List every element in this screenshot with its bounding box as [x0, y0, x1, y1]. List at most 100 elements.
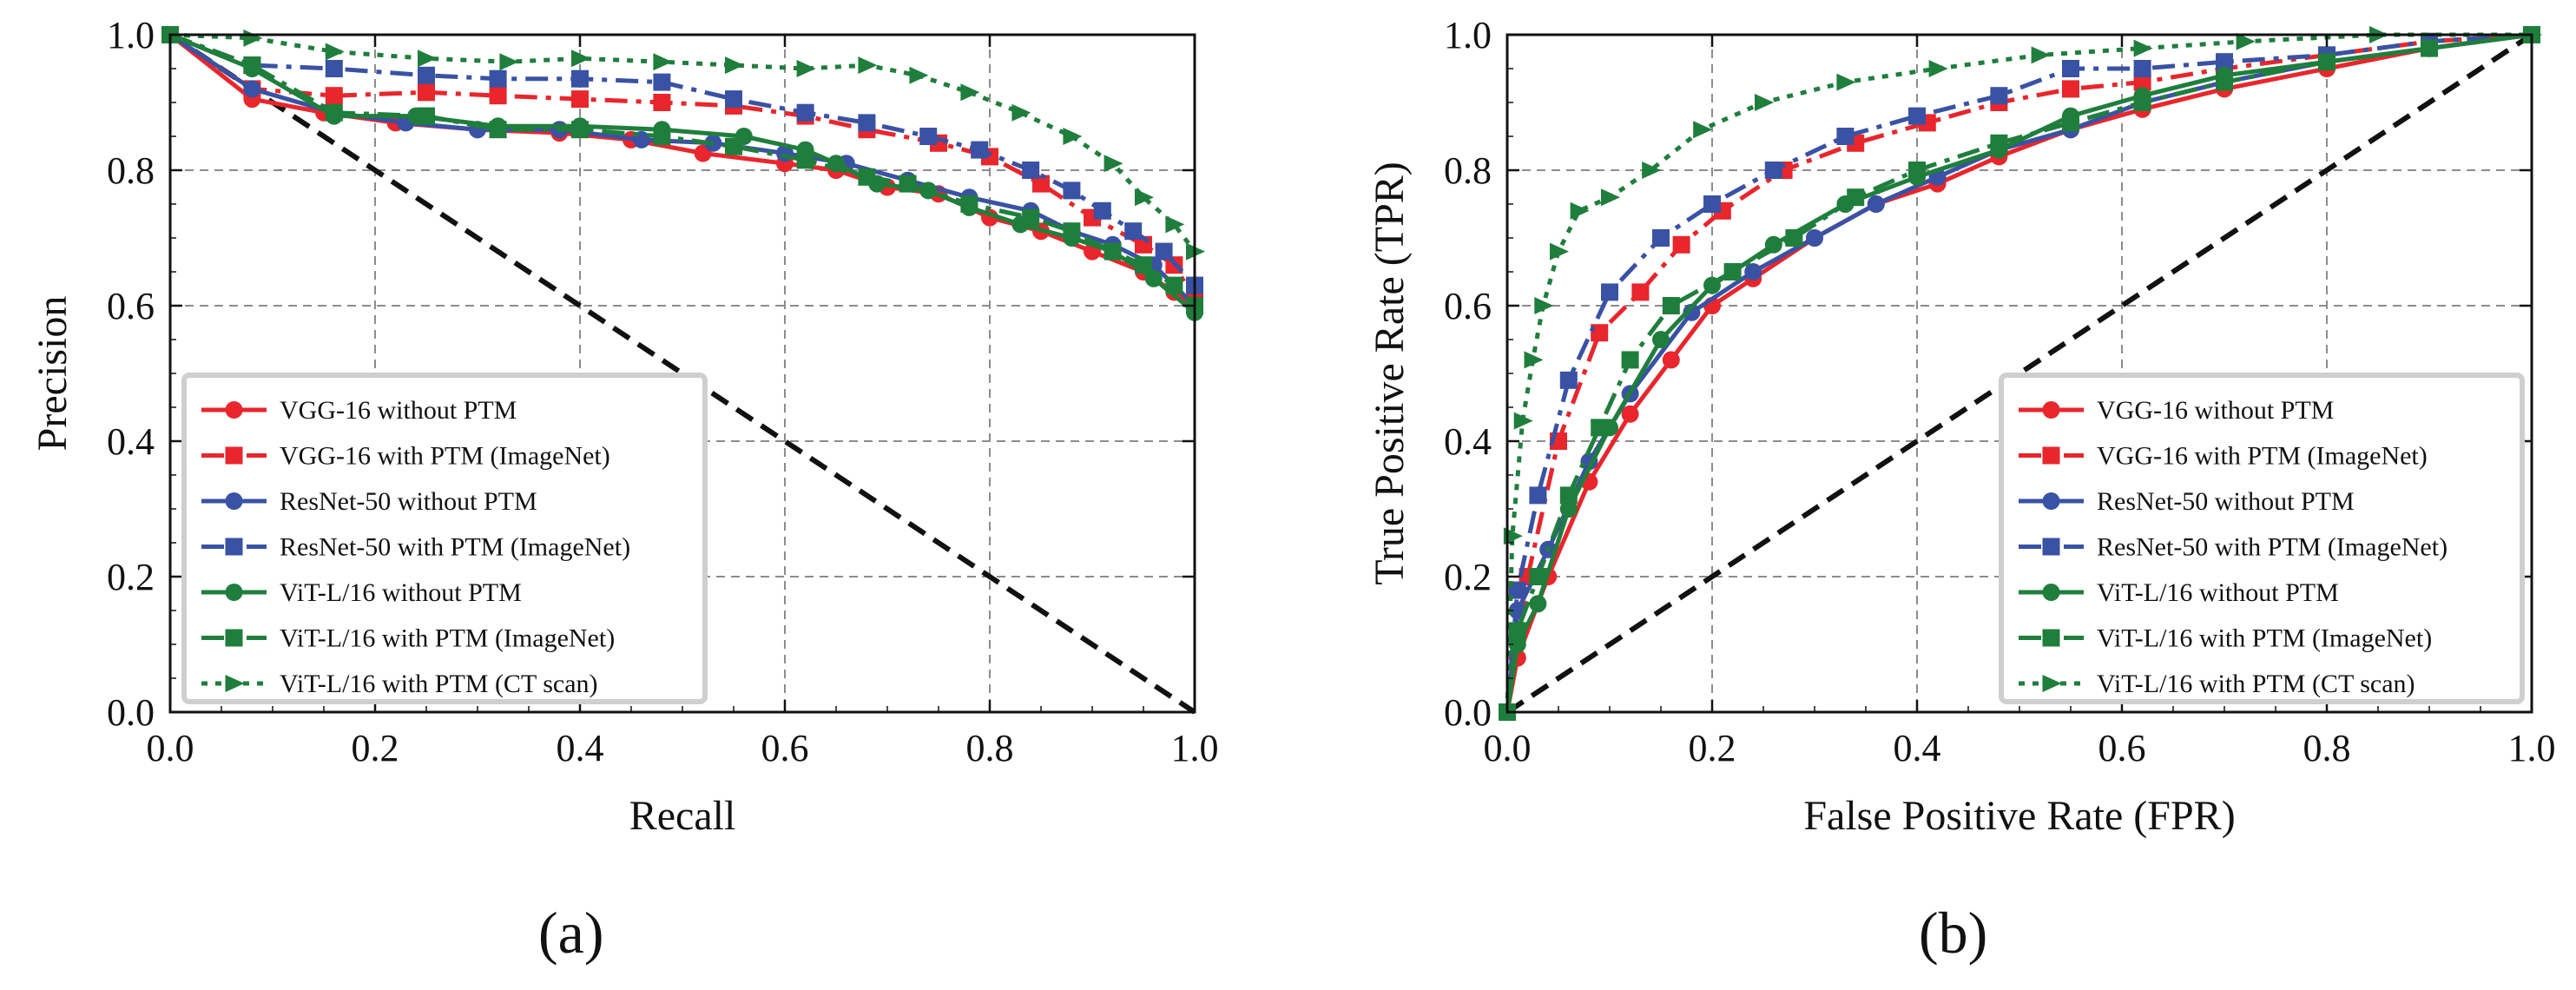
- series-6-point: [1063, 128, 1083, 145]
- series-3-point: [1990, 87, 2008, 105]
- series-5-point: [858, 168, 876, 186]
- series-5-point: [243, 56, 261, 75]
- legend-label-5: ViT-L/16 with PTM (ImageNet): [280, 624, 615, 653]
- series-5-point: [1135, 256, 1152, 274]
- panel-a-chart: 0.0 0.2 0.4 0.6 0.8 1.0 0.0 0.2 0.4 0.6 0.8 1.0 Reca…: [30, 14, 1219, 839]
- y-tick-label: 1.0: [1444, 14, 1492, 56]
- series-3-point: [725, 90, 742, 109]
- series-2-point: [1744, 263, 1762, 280]
- series-6-point: [960, 83, 980, 102]
- series-3-point: [858, 114, 876, 132]
- legend-label-3: ResNet-50 with PTM (ImageNet): [2097, 533, 2448, 562]
- series-6-point: [1011, 103, 1031, 122]
- series-5-point: [1559, 486, 1578, 505]
- legend-box: [1999, 373, 2525, 704]
- series-5-point: [2421, 39, 2438, 57]
- series-3-point: [1022, 162, 1040, 179]
- series-5-point: [1529, 568, 1547, 585]
- y-tick-label: 0.2: [1444, 556, 1492, 598]
- series-5-point: [1990, 134, 2008, 152]
- series-6-point: [1755, 94, 1774, 111]
- series-1-point: [418, 83, 435, 102]
- x-tick-label: 0.0: [147, 727, 194, 769]
- legend: VGG-16 without PTM VGG-16 with PTM (Image…: [181, 373, 708, 704]
- series-6-point: [1928, 60, 1948, 77]
- series-3-point: [571, 69, 589, 88]
- series-0-point: [1621, 405, 1639, 423]
- series-3-point: [1764, 162, 1782, 179]
- y-axis-label: Precision: [30, 296, 76, 452]
- y-tick-label: 0.6: [1444, 285, 1492, 327]
- series-5-point: [725, 137, 742, 155]
- series-6-point: [1104, 155, 1123, 173]
- series-5-point: [325, 103, 343, 122]
- legend-swatch-marker-3: [2042, 538, 2060, 556]
- series-3-point: [1908, 107, 1926, 125]
- series-6-point: [1836, 73, 1856, 91]
- series-3-point: [325, 60, 343, 77]
- x-axis-label: False Positive Rate (FPR): [1803, 793, 2235, 839]
- series-6-point: [858, 56, 878, 75]
- y-tick-label: 0.8: [1444, 149, 1492, 192]
- legend-label-4: ViT-L/16 without PTM: [280, 578, 522, 607]
- series-6-point: [725, 56, 744, 75]
- series-2-point: [1806, 229, 1823, 247]
- series-line-5: [1505, 32, 2533, 713]
- series-4-point: [1529, 595, 1547, 613]
- series-line-4: [169, 32, 1196, 314]
- series-line-3: [169, 32, 1196, 287]
- y-tick-label: 0.0: [107, 691, 155, 734]
- series-6-point: [2236, 32, 2256, 50]
- x-tick-label: 0.6: [2098, 727, 2146, 769]
- series-5-point: [2318, 53, 2336, 71]
- x-tick-label: 1.0: [1171, 727, 1219, 769]
- series-6-point: [1693, 121, 1713, 139]
- series-5-point: [1063, 222, 1081, 241]
- legend-label-1: VGG-16 with PTM (ImageNet): [280, 442, 610, 471]
- series-5-point: [899, 175, 917, 193]
- series-6-point: [653, 53, 673, 71]
- series-5-point: [571, 121, 589, 139]
- series-5-point: [2216, 73, 2233, 91]
- series-6-point: [1570, 201, 1590, 220]
- series-5-point: [1591, 419, 1609, 437]
- series-4-point: [1652, 331, 1670, 348]
- legend-swatch-marker-4: [225, 584, 243, 601]
- series-3-point: [796, 103, 814, 122]
- series-3-point: [1652, 229, 1670, 247]
- series-5-point: [489, 121, 507, 139]
- series-6-point: [1534, 297, 1554, 314]
- series-5-point: [796, 151, 814, 169]
- series-3-point: [1559, 371, 1578, 389]
- legend-swatch-marker-2: [225, 492, 243, 510]
- x-tick-label: 0.8: [966, 727, 1014, 769]
- series-3-point: [2062, 60, 2079, 77]
- legend-box: [181, 373, 708, 704]
- series-3-point: [1093, 201, 1111, 220]
- series-1-point: [2133, 73, 2151, 91]
- legend-label-5: ViT-L/16 with PTM (ImageNet): [2097, 624, 2432, 653]
- y-tick-label: 0.4: [1444, 420, 1492, 463]
- series-5-point: [960, 195, 978, 213]
- series-line-6: [1505, 32, 2532, 713]
- legend-swatch-marker-6: [2042, 675, 2062, 692]
- series-6-point: [1524, 351, 1544, 369]
- legend-label-2: ResNet-50 without PTM: [2097, 487, 2355, 516]
- x-axis-label: Recall: [629, 793, 736, 839]
- x-tick-label: 0.2: [352, 727, 399, 769]
- series-6-point: [571, 50, 590, 68]
- x-tick-label: 0.6: [761, 727, 809, 769]
- series-6-point: [499, 53, 519, 71]
- series-6-point: [1513, 412, 1533, 430]
- x-tick-label: 0.4: [1894, 727, 1941, 769]
- series-1-point: [489, 87, 507, 105]
- series-4-point: [1703, 276, 1721, 294]
- series-5-point: [1785, 229, 1803, 247]
- series-1-point: [1672, 235, 1690, 254]
- x-tick-label: 0.8: [2303, 727, 2351, 769]
- series-5-point: [1508, 622, 1526, 640]
- series-2-point: [1683, 303, 1701, 321]
- series-6-point: [1642, 162, 1662, 179]
- series-3-point: [971, 141, 989, 159]
